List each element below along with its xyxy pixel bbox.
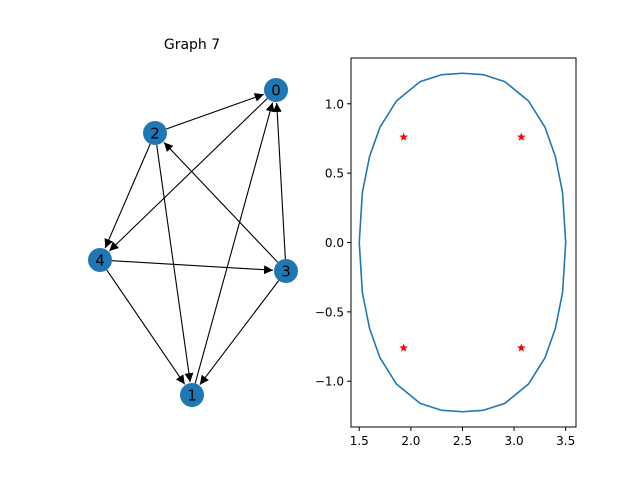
plot-panel: 1.5 2.0 2.5 3.0 3.5 1.0 0.5 0.0 −0.5 −1.0: [315, 57, 577, 448]
y-tick-label: −0.5: [315, 305, 344, 319]
node-label-3: 3: [281, 263, 291, 281]
edge-2-1: [156, 144, 194, 383]
edge-0-4: [108, 97, 268, 252]
x-tick-label: 1.5: [350, 434, 369, 448]
x-tick-label: 2.5: [453, 434, 472, 448]
node-4: [88, 248, 112, 272]
x-tick-label: 2.0: [401, 434, 420, 448]
y-tick-label: −1.0: [315, 375, 344, 389]
x-tick-label: 3.5: [556, 434, 575, 448]
graph-edges: [104, 93, 286, 385]
node-label-0: 0: [271, 82, 281, 100]
graph-nodes: 0 1 2 3 4: [88, 78, 298, 407]
node-2: [143, 121, 167, 145]
node-3: [274, 259, 298, 283]
graph-panel: Graph 7 0 1 2 3 4: [88, 37, 298, 407]
edge-2-4: [104, 143, 151, 249]
y-tick-label: 1.0: [325, 97, 344, 111]
node-label-2: 2: [150, 125, 160, 143]
edge-4-1: [106, 269, 186, 385]
graph-title: Graph 7: [164, 37, 220, 53]
edge-3-0: [272, 102, 286, 260]
star-marker: [399, 132, 408, 141]
contour-line: [358, 72, 567, 413]
node-0: [264, 78, 288, 102]
y-tick-label: 0.0: [325, 236, 344, 250]
y-axis: 1.0 0.5 0.0 −0.5 −1.0: [315, 97, 351, 389]
plot-frame: [350, 57, 577, 428]
node-label-1: 1: [187, 387, 197, 405]
edge-3-1: [199, 280, 280, 385]
edge-1-0: [194, 102, 275, 384]
x-axis: 1.5 2.0 2.5 3.0 3.5: [350, 427, 575, 448]
star-marker: [399, 343, 408, 352]
star-marker: [517, 132, 526, 141]
edge-4-3: [111, 260, 274, 275]
star-marker: [517, 343, 526, 352]
node-1: [180, 383, 204, 407]
x-tick-label: 3.0: [505, 434, 524, 448]
y-tick-label: 0.5: [325, 167, 344, 181]
node-label-4: 4: [95, 252, 105, 270]
edge-2-0: [166, 93, 264, 130]
edge-3-2: [163, 142, 279, 263]
plot-marks: [358, 72, 567, 413]
